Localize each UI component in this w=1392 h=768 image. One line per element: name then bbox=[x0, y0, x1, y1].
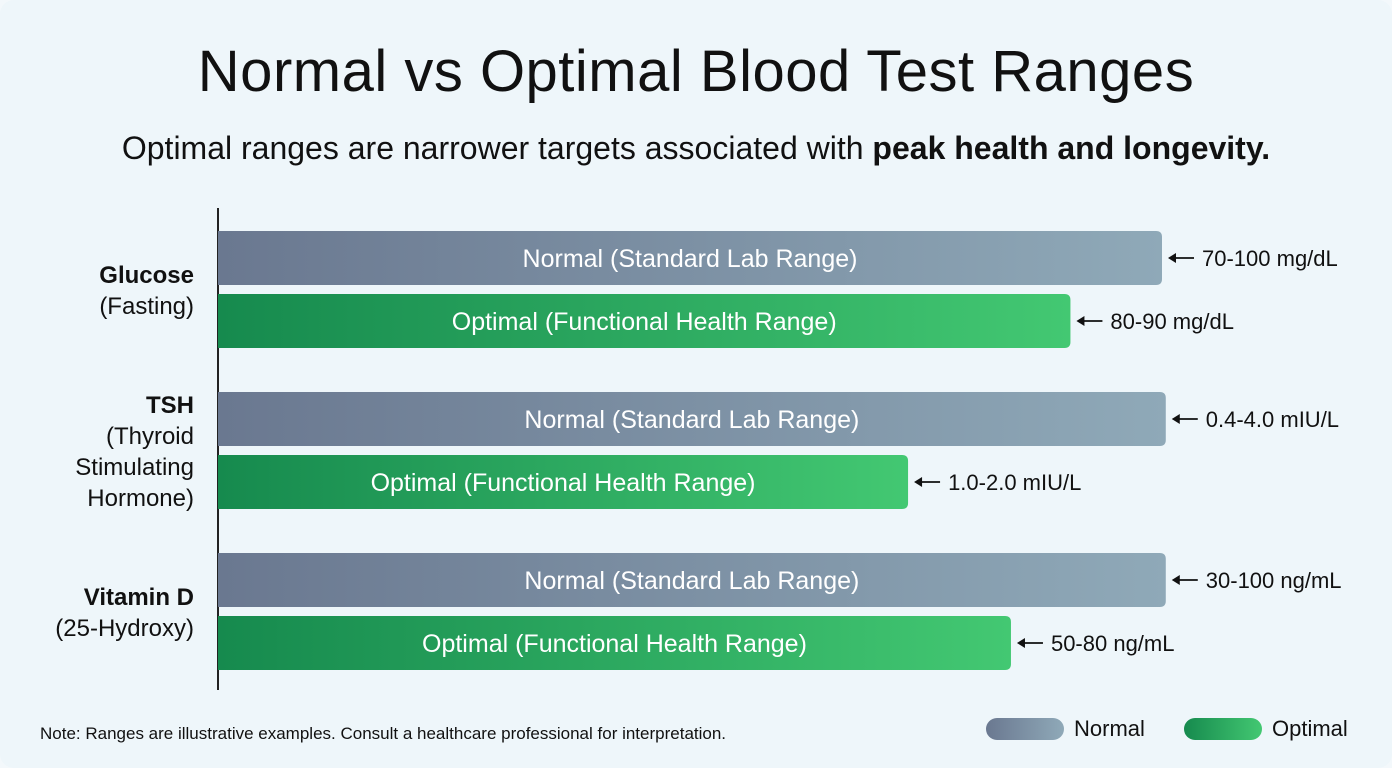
category-detail-1-1: (Thyroid bbox=[106, 423, 194, 450]
bar-normal-2 bbox=[218, 553, 1166, 607]
category-label-2: Vitamin D bbox=[84, 584, 194, 611]
category-detail-2-1: (25-Hydroxy) bbox=[55, 615, 194, 642]
subtitle-emphasis: peak health and longevity. bbox=[872, 130, 1271, 166]
value-arrow-head-normal-0 bbox=[1168, 253, 1176, 263]
value-arrow-head-normal-2 bbox=[1171, 575, 1180, 585]
bar-optimal-0 bbox=[218, 294, 1071, 348]
bar-text-optimal-1: Optimal (Functional Health Range) bbox=[371, 469, 756, 497]
legend-item-normal: Normal bbox=[986, 716, 1145, 742]
chart-title: Normal vs Optimal Blood Test Ranges bbox=[197, 39, 1195, 104]
value-label-normal-1: 0.4-4.0 mIU/L bbox=[1206, 407, 1339, 432]
bar-text-normal-0: Normal (Standard Lab Range) bbox=[523, 245, 858, 273]
value-label-normal-2: 30-100 ng/mL bbox=[1206, 568, 1342, 593]
bar-normal-0 bbox=[218, 231, 1162, 285]
value-label-optimal-2: 50-80 ng/mL bbox=[1051, 631, 1175, 656]
chart-subtitle: Optimal ranges are narrower targets asso… bbox=[0, 130, 1392, 167]
category-detail-0-1: (Fasting) bbox=[99, 293, 194, 320]
bar-text-normal-1: Normal (Standard Lab Range) bbox=[524, 406, 859, 434]
legend-swatch-normal bbox=[986, 718, 1064, 740]
value-arrow-head-normal-1 bbox=[1171, 414, 1180, 424]
bar-optimal-1 bbox=[218, 455, 909, 509]
subtitle-text: Optimal ranges are narrower targets asso… bbox=[121, 130, 873, 166]
legend-item-optimal: Optimal bbox=[1184, 716, 1348, 742]
category-label-0: Glucose bbox=[99, 262, 194, 289]
bar-text-optimal-0: Optimal (Functional Health Range) bbox=[452, 308, 837, 336]
category-detail-1-3: Hormone) bbox=[87, 485, 194, 512]
bar-text-optimal-2: Optimal (Functional Health Range) bbox=[422, 630, 807, 658]
bar-text-normal-2: Normal (Standard Lab Range) bbox=[524, 567, 859, 595]
value-label-optimal-0: 80-90 mg/dL bbox=[1110, 309, 1234, 334]
legend-swatch-optimal bbox=[1184, 718, 1262, 740]
bar-normal-1 bbox=[218, 392, 1166, 446]
bar-optimal-2 bbox=[218, 616, 1011, 670]
value-label-optimal-1: 1.0-2.0 mIU/L bbox=[948, 470, 1081, 495]
footnote: Note: Ranges are illustrative examples. … bbox=[40, 724, 727, 743]
category-detail-1-2: Stimulating bbox=[75, 454, 194, 481]
value-arrow-head-optimal-2 bbox=[1016, 638, 1025, 648]
category-label-1: TSH bbox=[146, 392, 194, 419]
value-arrow-head-optimal-1 bbox=[914, 477, 923, 487]
value-arrow-head-optimal-0 bbox=[1076, 316, 1085, 326]
legend-label-normal: Normal bbox=[1074, 716, 1145, 741]
legend-label-optimal: Optimal bbox=[1272, 716, 1348, 741]
value-label-normal-0: 70-100 mg/dL bbox=[1202, 246, 1338, 271]
